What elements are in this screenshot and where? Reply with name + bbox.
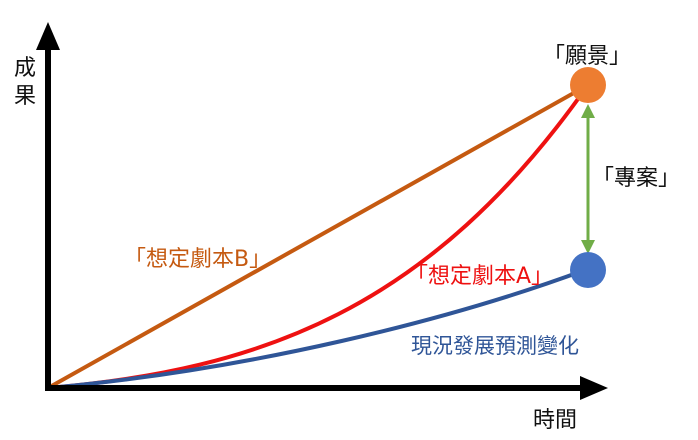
- x-axis-arrowhead: [580, 376, 608, 400]
- x-axis-label: 時間: [533, 408, 578, 433]
- y-axis-arrowhead: [36, 22, 60, 50]
- project-label: 「專案」: [592, 166, 681, 191]
- scenario-b-line: [46, 83, 590, 390]
- current-trend-label: 現況發展預測變化: [411, 334, 579, 358]
- current-dot: [570, 252, 606, 288]
- project-gap-arrowhead-up: [581, 104, 595, 118]
- y-axis-label-1: 成: [14, 56, 37, 81]
- project-gap-arrowhead-down: [581, 240, 595, 254]
- scenario-a-label: 「想定劇本A」: [406, 264, 554, 289]
- scenario-b-label: 「想定劇本B」: [124, 247, 272, 272]
- vision-label: 「願景」: [543, 44, 632, 69]
- current-trend-curve: [46, 268, 587, 390]
- y-axis-label-2: 果: [14, 84, 37, 109]
- vision-dot: [570, 67, 606, 103]
